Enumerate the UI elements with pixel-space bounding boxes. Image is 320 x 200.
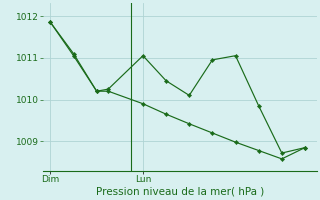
X-axis label: Pression niveau de la mer( hPa ): Pression niveau de la mer( hPa ) [96, 187, 264, 197]
